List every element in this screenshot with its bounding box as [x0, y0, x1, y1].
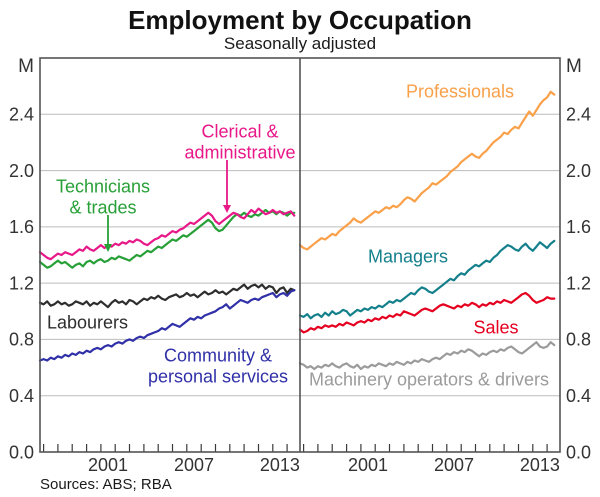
y-tick-label-left: 0.0: [9, 442, 34, 462]
series-label-labourers: Labourers: [47, 312, 128, 332]
x-tick-label: 2007: [434, 455, 474, 475]
series-line-machinery-operators-drivers: [298, 341, 556, 371]
y-tick-label-left: 2.0: [9, 161, 34, 181]
y-tick-label-left: 2.4: [9, 105, 34, 125]
series-line-managers: [298, 239, 556, 320]
series-label-community-personal-services: personal services: [148, 366, 288, 386]
y-tick-label-right: 2.0: [566, 161, 591, 181]
x-tick-label: 2013: [520, 455, 560, 475]
unit-label-right: M: [566, 56, 582, 77]
series-line-sales: [298, 291, 556, 334]
chart-title: Employment by Occupation: [128, 5, 472, 35]
series-label-managers: Managers: [368, 246, 448, 266]
x-tick-label: 2001: [88, 455, 128, 475]
annotation-arrowhead-clerical-administrative: [223, 205, 231, 213]
chart-subtitle: Seasonally adjusted: [223, 34, 377, 53]
x-tick-label: 2007: [174, 455, 214, 475]
series-label-clerical-administrative: Clerical &: [201, 121, 278, 141]
y-tick-label-right: 0.4: [566, 386, 591, 406]
x-tick-label: 2013: [260, 455, 300, 475]
y-tick-label-left: 1.6: [9, 217, 34, 237]
unit-label-left: M: [18, 56, 34, 77]
series-label-technicians-trades: Technicians: [56, 176, 150, 196]
y-tick-label-right: 0.8: [566, 330, 591, 350]
series-line-clerical-administrative: [38, 207, 296, 261]
series-label-technicians-trades: & trades: [69, 197, 136, 217]
series-label-machinery-operators-drivers: Machinery operators & drivers: [309, 369, 549, 389]
series-line-community-personal-services: [38, 289, 296, 362]
chart-sources: Sources: ABS; RBA: [40, 476, 172, 493]
series-label-professionals: Professionals: [406, 81, 514, 101]
y-tick-label-left: 1.2: [9, 273, 34, 293]
series-line-professionals: [298, 90, 556, 251]
y-tick-label-left: 0.4: [9, 386, 34, 406]
y-tick-label-left: 0.8: [9, 330, 34, 350]
annotation-arrowhead-technicians-trades: [104, 244, 112, 252]
x-tick-label: 2001: [348, 455, 388, 475]
series-label-community-personal-services: Community &: [164, 345, 272, 365]
y-tick-label-right: 1.2: [566, 273, 591, 293]
y-tick-label-right: 1.6: [566, 217, 591, 237]
series-label-sales: Sales: [473, 317, 518, 337]
y-tick-label-right: 0.0: [566, 442, 591, 462]
y-tick-label-right: 2.4: [566, 105, 591, 125]
series-line-technicians-trades: [38, 208, 296, 269]
series-line-labourers: [38, 283, 296, 309]
series-label-clerical-administrative: administrative: [184, 142, 295, 162]
